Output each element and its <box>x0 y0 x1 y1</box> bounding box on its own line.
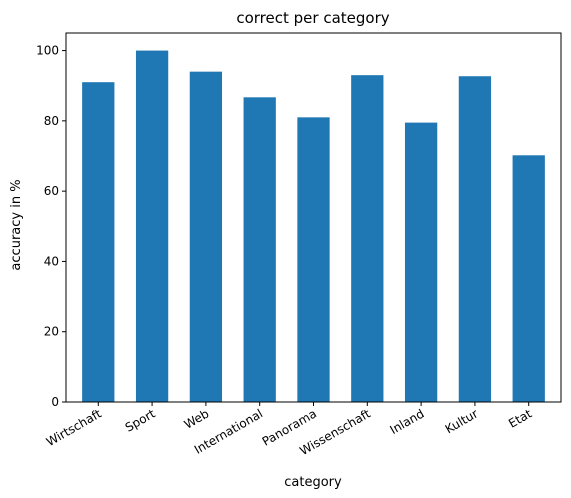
axes-frame <box>65 32 562 403</box>
x-tick-label: Kultur <box>443 406 481 436</box>
bar-wissenschaft <box>351 75 384 403</box>
x-tick-label: Inland <box>388 406 427 437</box>
y-axis-label: accuracy in % <box>9 179 24 270</box>
bar-wirtschaft <box>82 82 115 402</box>
x-tick-label: Wirtschaft <box>44 406 104 449</box>
y-tick-label: 40 <box>44 254 59 268</box>
chart-title: correct per category <box>236 9 389 27</box>
bar-inland <box>404 122 438 403</box>
x-tick-label: Etat <box>506 406 534 430</box>
bar-web <box>189 71 223 402</box>
bar-international <box>243 97 276 402</box>
bar-etat <box>512 155 545 402</box>
y-tick-label: 20 <box>44 325 59 339</box>
bar-panorama <box>297 117 330 402</box>
y-tick-label: 0 <box>51 395 59 409</box>
y-tick-label: 60 <box>44 184 59 198</box>
x-axis-label: category <box>284 475 342 490</box>
y-tick-label: 100 <box>36 44 59 58</box>
y-tick-label: 80 <box>44 114 59 128</box>
x-tick-label: Sport <box>123 406 158 434</box>
x-tick-label: Web <box>182 406 212 431</box>
bar-kultur <box>458 76 492 402</box>
bar-sport <box>135 50 169 402</box>
